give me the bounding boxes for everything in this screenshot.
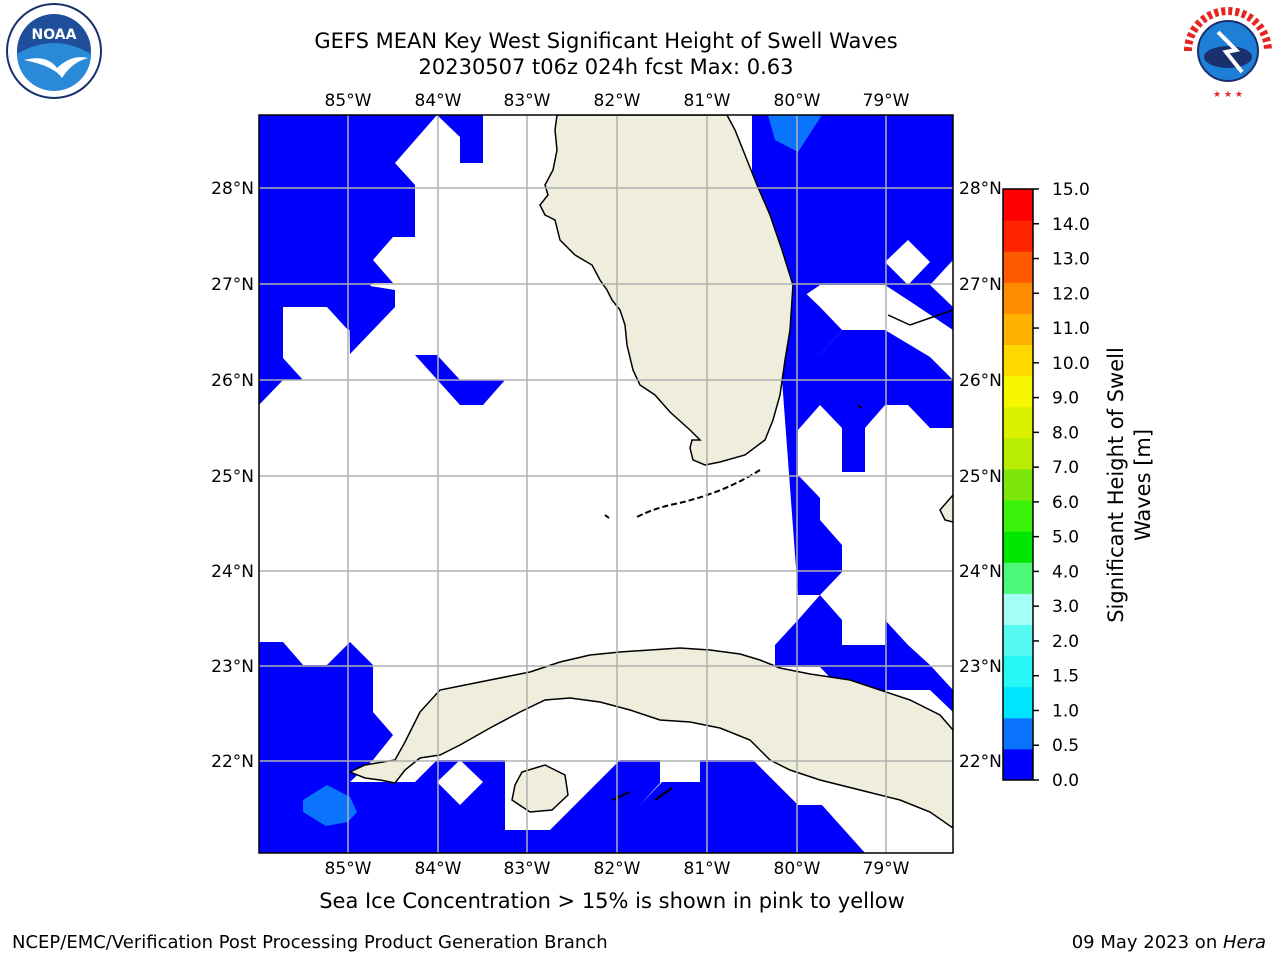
land-cuba xyxy=(348,647,953,829)
lat-label: 25°N xyxy=(211,467,254,487)
lon-label: 81°W xyxy=(684,859,731,879)
lat-label: 25°N xyxy=(959,467,1002,487)
colorbar-tick-label: 6.0 xyxy=(1052,493,1079,513)
lat-label: 23°N xyxy=(959,657,1002,677)
lon-label: 84°W xyxy=(415,859,462,879)
colorbar-tick-label: 11.0 xyxy=(1052,319,1090,339)
colorbar-tick-label: 4.0 xyxy=(1052,562,1079,582)
colorbar-swatch xyxy=(1003,593,1033,625)
sea-ice-note: Sea Ice Concentration > 15% is shown in … xyxy=(319,889,905,913)
colorbar-tick-label: 13.0 xyxy=(1052,250,1090,270)
lat-labels-right: 28°N 27°N 26°N 25°N 24°N 23°N 22°N xyxy=(959,179,1002,772)
lat-label: 26°N xyxy=(211,371,254,391)
colorbar-swatch xyxy=(1003,717,1033,750)
map-subtitle: 20230507 t06z 024h fcst Max: 0.63 xyxy=(418,55,794,79)
colorbar-swatch xyxy=(1003,624,1033,657)
lat-label: 22°N xyxy=(959,752,1002,772)
colorbar-swatch xyxy=(1003,375,1033,408)
footer-date-text: 09 May 2023 on xyxy=(1071,932,1223,953)
colorbar-swatch xyxy=(1003,686,1033,719)
lat-label: 22°N xyxy=(211,752,254,772)
colorbar-tick-label: 2.0 xyxy=(1052,632,1079,652)
lat-label: 24°N xyxy=(959,562,1002,582)
lat-label: 24°N xyxy=(211,562,254,582)
lon-label: 79°W xyxy=(863,859,910,879)
colorbar-swatch xyxy=(1003,500,1033,532)
colorbar-swatch xyxy=(1003,468,1033,501)
colorbar-tick-label: 7.0 xyxy=(1052,458,1079,478)
lon-label: 82°W xyxy=(594,91,641,111)
colorbar-tick-label: 5.0 xyxy=(1052,528,1079,548)
nws-logo: ★ ★ ★ xyxy=(1182,5,1274,100)
lat-label: 28°N xyxy=(959,179,1002,199)
colorbar-tick-label: 1.0 xyxy=(1052,701,1079,721)
lat-label: 26°N xyxy=(959,371,1002,391)
lon-label: 80°W xyxy=(774,859,821,879)
colorbar-swatch xyxy=(1003,562,1033,594)
colorbar-swatch xyxy=(1003,437,1033,470)
colorbar-tick-label: 12.0 xyxy=(1052,284,1090,304)
colorbar-tick-label: 10.0 xyxy=(1052,354,1090,374)
colorbar-tick-label: 1.5 xyxy=(1052,667,1079,687)
colorbar-title-line1: Significant Height of Swell xyxy=(1104,347,1128,623)
lon-label: 81°W xyxy=(684,91,731,111)
lon-labels-bottom: 85°W 84°W 83°W 82°W 81°W 80°W 79°W xyxy=(325,859,910,879)
footer-machine: Hera xyxy=(1222,932,1266,953)
colorbar xyxy=(1003,189,1033,781)
lon-label: 83°W xyxy=(504,859,551,879)
colorbar-swatch xyxy=(1003,748,1033,781)
swell-contour-mid-north xyxy=(768,115,822,152)
colorbar-title-line2: Waves [m] xyxy=(1131,429,1155,541)
footer-date: 09 May 2023 on Hera xyxy=(1072,932,1266,953)
land-isle-of-youth xyxy=(511,764,569,813)
lon-label: 80°W xyxy=(774,91,821,111)
colorbar-frame xyxy=(1002,188,1034,781)
colorbar-tick-label: 15.0 xyxy=(1052,180,1090,200)
lon-label: 85°W xyxy=(325,91,372,111)
land-florida xyxy=(539,115,794,466)
map-gridlines xyxy=(259,115,953,853)
swell-contour-mid-south xyxy=(303,785,357,826)
colorbar-swatch xyxy=(1003,344,1033,377)
lon-label: 85°W xyxy=(325,859,372,879)
map-frame xyxy=(258,114,954,854)
lat-label: 27°N xyxy=(211,275,254,295)
lat-labels-left: 28°N 27°N 26°N 25°N 24°N 23°N 22°N xyxy=(211,179,254,772)
colorbar-tick-label: 0.5 xyxy=(1052,736,1079,756)
colorbar-swatch xyxy=(1003,313,1033,346)
colorbar-tick-label: 8.0 xyxy=(1052,423,1079,443)
noaa-logo-text: NOAA xyxy=(32,27,77,43)
colorbar-tick-label: 14.0 xyxy=(1052,215,1090,235)
lon-label: 84°W xyxy=(415,91,462,111)
footer-branch: NCEP/EMC/Verification Post Processing Pr… xyxy=(12,932,608,953)
colorbar-swatch xyxy=(1003,655,1033,688)
colorbar-tick-label: 0.0 xyxy=(1052,771,1079,791)
lat-label: 27°N xyxy=(959,275,1002,295)
lon-labels-top: 85°W 84°W 83°W 82°W 81°W 80°W 79°W xyxy=(325,91,910,111)
lon-label: 82°W xyxy=(594,859,641,879)
colorbar-swatch xyxy=(1003,282,1033,314)
colorbar-swatch xyxy=(1003,531,1033,563)
noaa-logo: NOAA xyxy=(6,3,102,99)
colorbar-swatch xyxy=(1003,220,1033,252)
lon-label: 83°W xyxy=(504,91,551,111)
lon-label: 79°W xyxy=(863,91,910,111)
colorbar-swatch xyxy=(1003,189,1033,221)
lat-label: 28°N xyxy=(211,179,254,199)
colorbar-ticks: 0.0 0.5 1.0 1.5 2.0 3.0 4.0 5.0 6.0 7.0 8.0 9.0 10.0… xyxy=(1033,180,1090,791)
map-title: GEFS MEAN Key West Significant Height of… xyxy=(314,29,898,53)
svg-text:★ ★ ★: ★ ★ ★ xyxy=(1213,90,1243,100)
colorbar-swatch xyxy=(1003,406,1033,439)
colorbar-swatch xyxy=(1003,251,1033,283)
colorbar-tick-label: 3.0 xyxy=(1052,597,1079,617)
colorbar-tick-label: 9.0 xyxy=(1052,389,1079,409)
lat-label: 23°N xyxy=(211,657,254,677)
